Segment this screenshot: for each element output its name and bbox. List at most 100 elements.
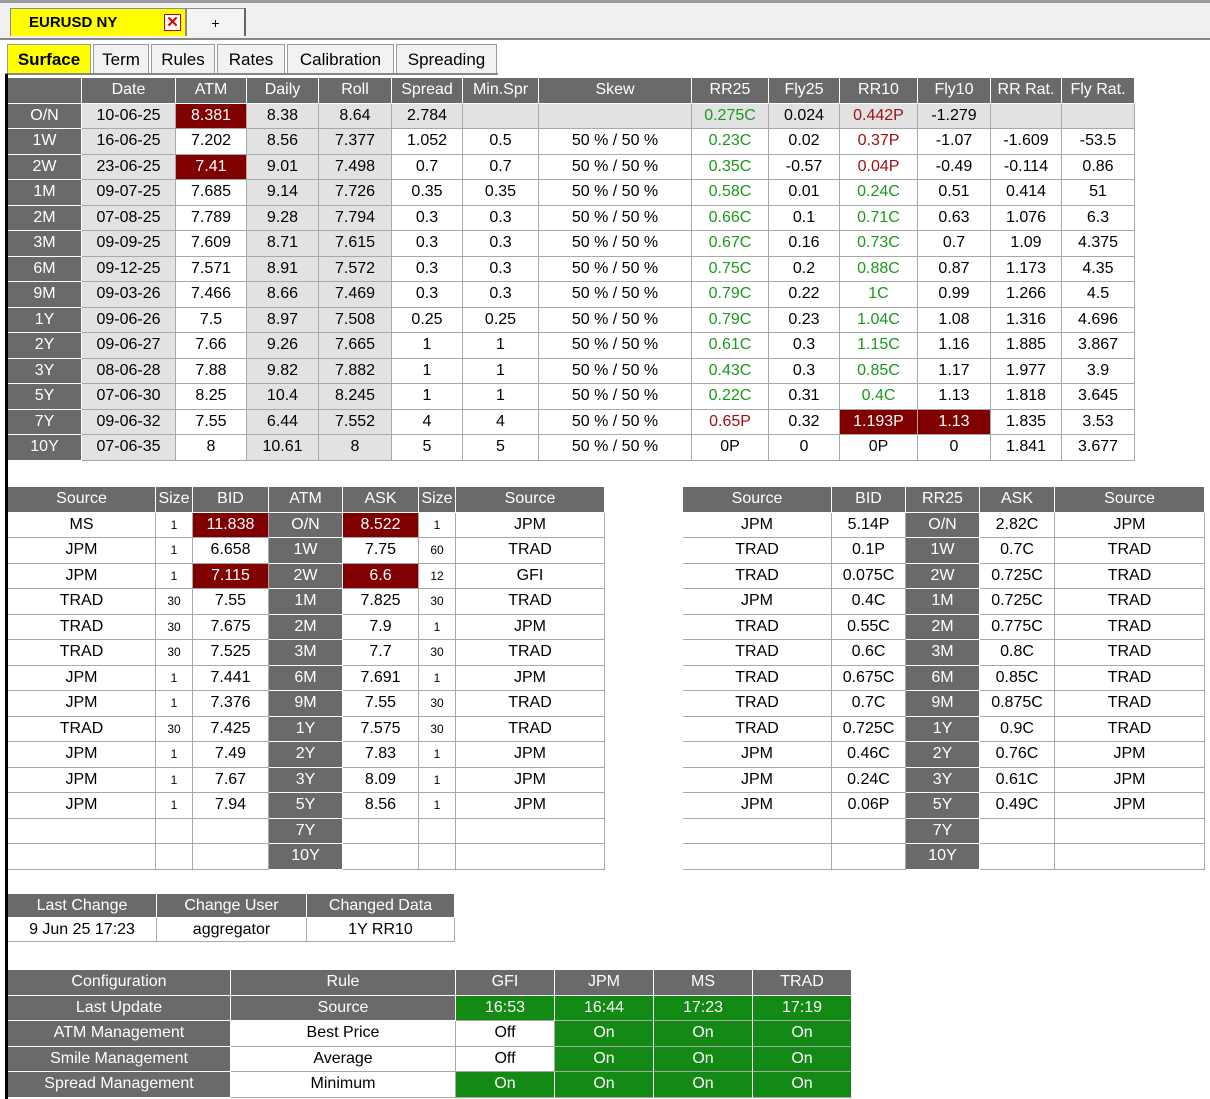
surface-cell-rr10[interactable]: 0.442P (840, 103, 918, 129)
surface-cell-daily[interactable]: 10.61 (247, 435, 319, 461)
bid-source[interactable]: JPM (8, 563, 156, 589)
surface-cell-date[interactable]: 16-06-25 (82, 129, 176, 155)
surface-cell-rr25[interactable]: 0P (692, 435, 769, 461)
tab-term[interactable]: Term (93, 44, 149, 74)
ask-source[interactable] (456, 818, 605, 844)
bid-size[interactable] (156, 844, 193, 870)
surface-cell-roll[interactable]: 7.572 (319, 256, 392, 282)
surface-cell-min-spr[interactable]: 0.7 (463, 154, 539, 180)
surface-cell-atm[interactable]: 7.202 (176, 129, 247, 155)
surface-cell-roll[interactable]: 7.882 (319, 358, 392, 384)
surface-cell-skew[interactable]: 50 % / 50 % (539, 307, 692, 333)
surface-cell-rr-rat-[interactable]: 0.414 (991, 180, 1062, 206)
surface-cell-spread[interactable]: 0.25 (392, 307, 463, 333)
ask-size[interactable]: 1 (419, 614, 456, 640)
bid-size[interactable]: 1 (156, 742, 193, 768)
ask-price[interactable]: 0.9C (980, 716, 1055, 742)
surface-cell-rr-rat-[interactable]: 1.076 (991, 205, 1062, 231)
surface-cell-rr-rat-[interactable]: 1.885 (991, 333, 1062, 359)
surface-cell-date[interactable]: 07-06-30 (82, 384, 176, 410)
ask-price[interactable]: 0.725C (980, 589, 1055, 615)
bid-source[interactable]: TRAD (8, 589, 156, 615)
ask-price[interactable]: 6.6 (343, 563, 419, 589)
surface-cell-rr25[interactable]: 0.67C (692, 231, 769, 257)
surface-cell-skew[interactable]: 50 % / 50 % (539, 358, 692, 384)
surface-cell-fly-rat-[interactable]: 4.5 (1062, 282, 1135, 308)
ask-size[interactable]: 1 (419, 665, 456, 691)
surface-cell-rr25[interactable]: 0.35C (692, 154, 769, 180)
surface-cell-spread[interactable]: 1 (392, 358, 463, 384)
surface-cell-atm[interactable]: 8.381 (176, 103, 247, 129)
surface-cell-fly-rat-[interactable]: 6.3 (1062, 205, 1135, 231)
surface-cell-atm[interactable]: 7.685 (176, 180, 247, 206)
ask-price[interactable]: 0.76C (980, 742, 1055, 768)
bid-price[interactable]: 0.7C (832, 691, 906, 717)
source-toggle-gfi[interactable]: Off (456, 1021, 555, 1047)
tab-rules[interactable]: Rules (151, 44, 215, 74)
bid-source[interactable]: JPM (8, 742, 156, 768)
ask-source[interactable]: TRAD (1055, 716, 1205, 742)
ask-source[interactable]: TRAD (1055, 589, 1205, 615)
surface-cell-atm[interactable]: 7.41 (176, 154, 247, 180)
ask-source[interactable] (456, 844, 605, 870)
ask-price[interactable] (343, 818, 419, 844)
surface-cell-roll[interactable]: 7.469 (319, 282, 392, 308)
ask-source[interactable]: TRAD (456, 640, 605, 666)
surface-cell-min-spr[interactable]: 1 (463, 333, 539, 359)
ask-price[interactable]: 7.75 (343, 538, 419, 564)
bid-source[interactable]: MS (8, 512, 156, 538)
ask-source[interactable]: TRAD (456, 716, 605, 742)
ask-size[interactable]: 1 (419, 742, 456, 768)
ask-price[interactable]: 0.875C (980, 691, 1055, 717)
bid-price[interactable]: 0.6C (832, 640, 906, 666)
ask-price[interactable]: 7.575 (343, 716, 419, 742)
bid-price[interactable]: 0.675C (832, 665, 906, 691)
surface-cell-fly25[interactable]: 0.22 (769, 282, 840, 308)
surface-cell-skew[interactable]: 50 % / 50 % (539, 180, 692, 206)
surface-cell-rr10[interactable]: 1.193P (840, 409, 918, 435)
ask-source[interactable] (1055, 818, 1205, 844)
bid-source[interactable]: TRAD (683, 563, 832, 589)
source-toggle-ms[interactable]: On (654, 1046, 753, 1072)
bid-price[interactable] (193, 818, 269, 844)
ask-price[interactable]: 8.56 (343, 793, 419, 819)
surface-cell-rr10[interactable]: 1C (840, 282, 918, 308)
bid-source[interactable]: TRAD (683, 538, 832, 564)
surface-cell-date[interactable]: 09-03-26 (82, 282, 176, 308)
ask-size[interactable]: 1 (419, 767, 456, 793)
bid-price[interactable]: 0.1P (832, 538, 906, 564)
bid-source[interactable]: JPM (683, 742, 832, 768)
ask-price[interactable] (980, 844, 1055, 870)
ask-size[interactable]: 30 (419, 716, 456, 742)
bid-price[interactable]: 7.49 (193, 742, 269, 768)
close-icon[interactable]: ✕ (164, 14, 181, 31)
bid-source[interactable]: JPM (8, 665, 156, 691)
surface-cell-rr25[interactable]: 0.22C (692, 384, 769, 410)
bid-source[interactable]: JPM (683, 793, 832, 819)
bid-price[interactable]: 0.075C (832, 563, 906, 589)
surface-cell-fly10[interactable]: -1.279 (918, 103, 991, 129)
bid-size[interactable]: 1 (156, 767, 193, 793)
ask-price[interactable]: 0.61C (980, 767, 1055, 793)
surface-cell-roll[interactable]: 8 (319, 435, 392, 461)
surface-cell-daily[interactable]: 9.82 (247, 358, 319, 384)
ask-source[interactable]: JPM (1055, 512, 1205, 538)
surface-cell-daily[interactable]: 9.14 (247, 180, 319, 206)
surface-cell-atm[interactable]: 8.25 (176, 384, 247, 410)
surface-cell-skew[interactable]: 50 % / 50 % (539, 129, 692, 155)
surface-cell-rr10[interactable]: 0.71C (840, 205, 918, 231)
ask-source[interactable]: TRAD (1055, 614, 1205, 640)
bid-price[interactable] (832, 844, 906, 870)
surface-cell-rr10[interactable]: 0.85C (840, 358, 918, 384)
bid-size[interactable]: 1 (156, 691, 193, 717)
surface-cell-daily[interactable]: 8.38 (247, 103, 319, 129)
ask-price[interactable]: 7.691 (343, 665, 419, 691)
ask-size[interactable] (419, 818, 456, 844)
surface-cell-atm[interactable]: 7.571 (176, 256, 247, 282)
bid-source[interactable] (8, 818, 156, 844)
surface-cell-fly10[interactable]: 0.51 (918, 180, 991, 206)
ask-size[interactable]: 30 (419, 640, 456, 666)
surface-cell-fly10[interactable]: 1.08 (918, 307, 991, 333)
ask-source[interactable]: JPM (1055, 793, 1205, 819)
bid-source[interactable]: TRAD (8, 716, 156, 742)
